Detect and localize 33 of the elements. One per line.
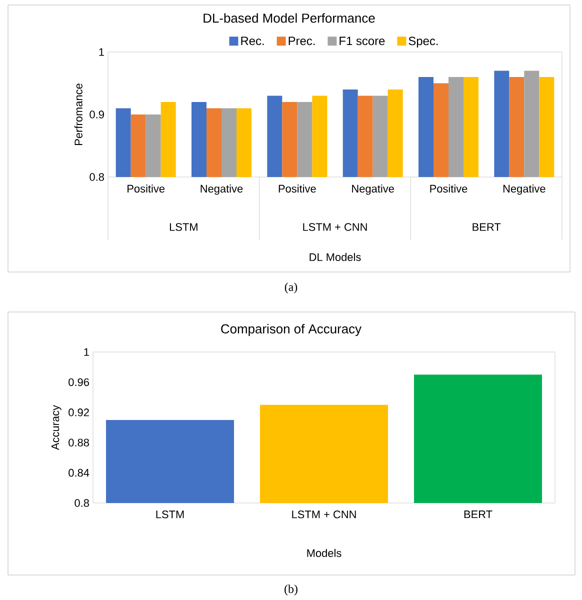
text: (a) <box>284 282 298 294</box>
y-tick-label: 0.88 <box>68 438 89 446</box>
x-axis-title: Models <box>307 548 342 558</box>
x-tick-label: Positive <box>128 184 165 193</box>
y-tick-label: 0.8 <box>90 173 104 181</box>
x-tick-label: Negative <box>200 184 243 195</box>
legend-label: Spec. <box>408 36 438 48</box>
text: BERT <box>472 223 501 231</box>
text: LSTM <box>170 223 198 231</box>
y-tick-label: 1 <box>84 348 89 356</box>
x-tick-label: BERT <box>464 510 492 518</box>
y-tick-label: 0.84 <box>68 468 90 477</box>
x-tick-label: Negative <box>352 184 394 195</box>
y-tick-label: 0.92 <box>68 408 89 416</box>
y-tick-label: 1 <box>99 48 104 56</box>
y-tick-label: 0.96 <box>68 378 89 386</box>
x-tick-label: Negative <box>503 184 546 195</box>
x-tick-label: Positive <box>430 184 468 193</box>
legend-label: F1 score <box>340 36 385 46</box>
y-tick-label: 0.9 <box>90 110 104 118</box>
x-tick-label: Positive <box>278 184 316 193</box>
text: LSTM + CNN <box>303 223 367 231</box>
y-axis-title: Accuracy <box>52 404 62 450</box>
text: (b) <box>284 584 298 596</box>
y-axis-title: Perfromance <box>74 84 82 145</box>
chart-title: Comparison of Accuracy <box>221 324 362 336</box>
x-tick-label: LSTM <box>156 510 184 518</box>
x-tick-label: LSTM + CNN <box>292 510 356 518</box>
legend-label: Rec. <box>241 36 264 46</box>
chart-title: DL-based Model Performance <box>204 13 375 23</box>
y-tick-label: 0.8 <box>74 499 89 507</box>
legend-label: Prec. <box>288 36 315 46</box>
x-axis-title: DL Models <box>310 252 361 262</box>
